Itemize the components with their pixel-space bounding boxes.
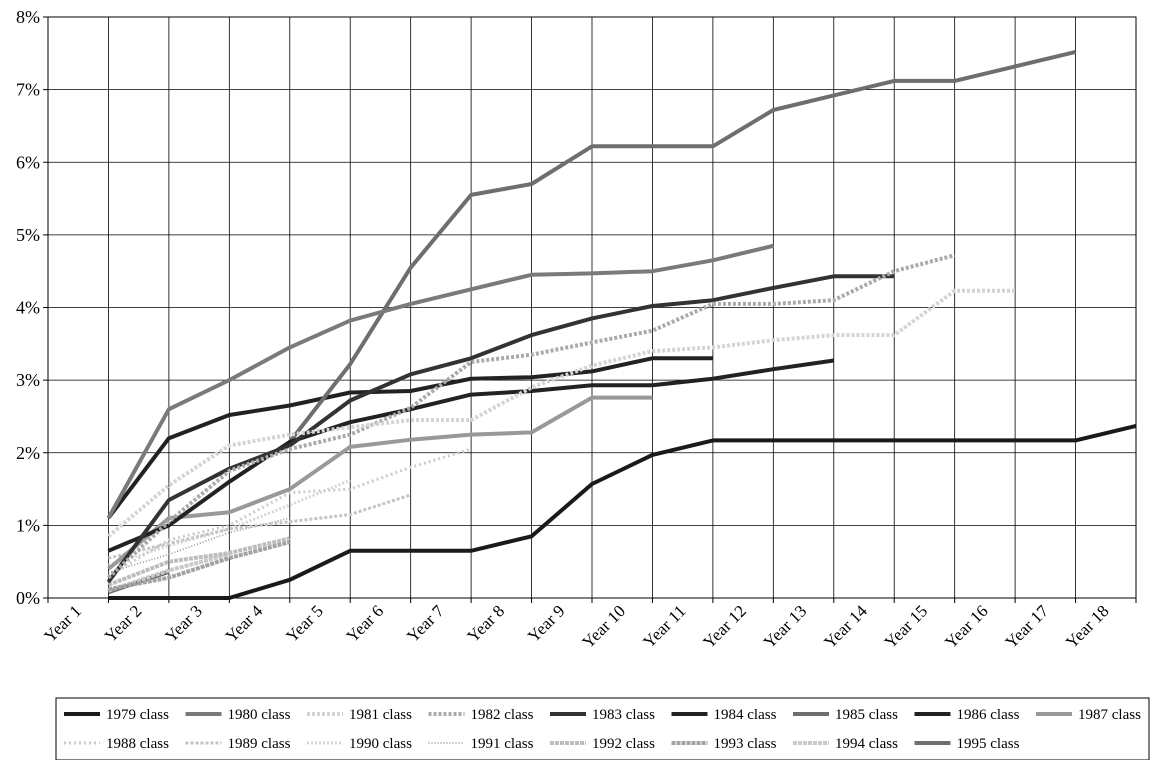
legend-label: 1982 class bbox=[471, 707, 534, 723]
series-line-1988-class bbox=[107, 447, 472, 578]
grid-layer bbox=[47, 16, 1137, 599]
legend-box bbox=[55, 697, 1150, 761]
series-line-1989-class bbox=[108, 493, 412, 560]
legend-label: 1987 class bbox=[1078, 707, 1141, 723]
y-tick-label: 8% bbox=[16, 7, 40, 27]
x-tick-label: Year 10 bbox=[578, 601, 629, 652]
y-tick-label: 4% bbox=[16, 298, 40, 318]
legend-label: 1990 class bbox=[349, 736, 412, 752]
legend-label: 1989 class bbox=[228, 736, 291, 752]
x-tick-label: Year 9 bbox=[524, 601, 569, 646]
legend: 1979 class 1980 class 1981 class 1982 class… bbox=[55, 697, 1150, 761]
series-layer bbox=[106, 49, 1137, 600]
legend-label: 1979 class bbox=[106, 707, 169, 723]
legend-label: 1984 class bbox=[714, 707, 777, 723]
legend-label: 1991 class bbox=[471, 736, 534, 752]
x-tick-label: Year 18 bbox=[1062, 601, 1113, 652]
x-tick-label: Year 4 bbox=[222, 601, 267, 646]
y-tick-label: 2% bbox=[16, 443, 40, 463]
legend-label: 1985 class bbox=[835, 707, 898, 723]
legend-label: 1992 class bbox=[592, 736, 655, 752]
x-tick-label: Year 6 bbox=[343, 601, 388, 646]
series-line-1990-class bbox=[107, 478, 351, 567]
x-tick-label: Year 14 bbox=[820, 601, 871, 652]
legend-label: 1986 class bbox=[957, 707, 1020, 723]
series-line-1982-class bbox=[107, 253, 956, 580]
series-line-1983-class bbox=[106, 274, 895, 584]
series-line-1984-class bbox=[107, 358, 835, 553]
y-tick-label: 6% bbox=[16, 152, 40, 172]
x-tick-label: Year 1 bbox=[40, 601, 85, 646]
series-line-1986-class bbox=[106, 356, 713, 520]
x-tick-label: Year 17 bbox=[1002, 601, 1053, 652]
x-tick-label: Year 2 bbox=[101, 601, 146, 646]
y-tick-label: 7% bbox=[16, 80, 40, 100]
axis-layer: 0% 1% 2% 3% 4% 5% 6% 7% 8% Year 1 Year 2 Year 3 Year… bbox=[16, 7, 1137, 652]
series-line-1993-class bbox=[108, 540, 291, 592]
legend-label: 1981 class bbox=[349, 707, 412, 723]
legend-label: 1993 class bbox=[714, 736, 777, 752]
legend-label: 1980 class bbox=[228, 707, 291, 723]
legend-label: 1994 class bbox=[835, 736, 898, 752]
x-tick-label: Year 15 bbox=[881, 601, 932, 652]
y-tick-label: 3% bbox=[16, 370, 40, 390]
series-line-1979-class bbox=[108, 423, 1137, 600]
x-tick-label: Year 8 bbox=[464, 601, 509, 646]
x-tick-label: Year 12 bbox=[699, 601, 750, 652]
x-tick-label: Year 3 bbox=[161, 601, 206, 646]
y-tick-label: 1% bbox=[16, 515, 40, 535]
series-line-1992-class bbox=[107, 536, 291, 587]
legend-label: 1995 class bbox=[957, 736, 1020, 752]
y-tick-label: 0% bbox=[16, 588, 40, 608]
series-line-1985-class bbox=[288, 49, 1077, 444]
x-tick-label: Year 11 bbox=[639, 601, 689, 651]
series-line-1981-class bbox=[107, 288, 1016, 538]
x-tick-label: Year 13 bbox=[760, 601, 811, 652]
x-tick-label: Year 7 bbox=[403, 601, 448, 646]
y-tick-label: 5% bbox=[16, 225, 40, 245]
series-line-1987-class bbox=[107, 395, 653, 571]
legend-label: 1988 class bbox=[106, 736, 169, 752]
x-tick-label: Year 16 bbox=[941, 601, 992, 652]
legend-label: 1983 class bbox=[592, 707, 655, 723]
series-line-1980-class bbox=[106, 243, 774, 520]
x-tick-label: Year 5 bbox=[282, 601, 327, 646]
